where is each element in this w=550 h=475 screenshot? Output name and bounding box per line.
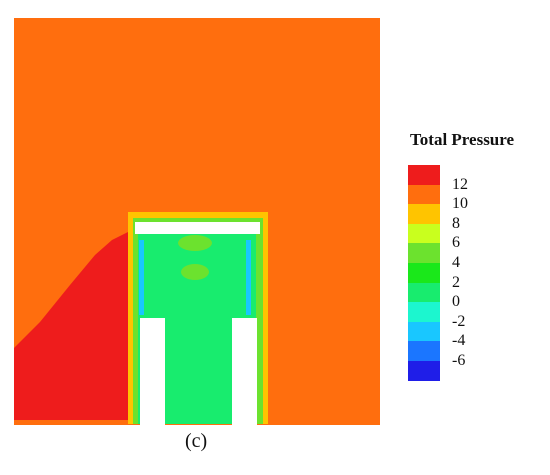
legend-color-swatch [408,184,440,205]
contour-blob-lower [181,264,209,280]
legend-tick-label: 0 [452,293,460,311]
contour-region-low-pressure-right [246,240,251,315]
legend-tick-label: -6 [452,352,466,369]
legend-color-swatch [408,341,440,361]
legend-tick-label: 12 [452,175,468,193]
contour-blob-upper [178,235,212,251]
legend-title: Total Pressure [410,130,515,149]
legend-color-swatch [408,223,440,244]
legend-color-swatch [408,204,440,224]
structure-left-column [140,318,165,425]
legend-tick-label: -4 [452,332,466,350]
legend-tick-label: 6 [452,234,460,252]
legend-tick-label: 10 [452,195,468,213]
legend-tick-label: -2 [452,312,466,330]
legend-color-swatch [408,321,440,342]
legend-color-swatch [408,360,440,381]
contour-region-high-pressure [14,232,134,420]
legend-colorbar [408,165,440,381]
legend-color-swatch [408,165,440,185]
structure-roof-cap [135,222,260,234]
contour-region-low-pressure-left [139,240,144,315]
legend-color-swatch [408,262,440,283]
structure-right-column [232,318,257,425]
figure-caption: (c) [185,430,208,452]
legend-tick-label: 2 [452,273,460,291]
legend-tick-label: 8 [452,214,460,232]
legend-color-swatch [408,243,440,263]
legend-color-swatch [408,282,440,303]
legend-tick-label: 4 [452,254,460,271]
legend-color-swatch [408,302,440,322]
